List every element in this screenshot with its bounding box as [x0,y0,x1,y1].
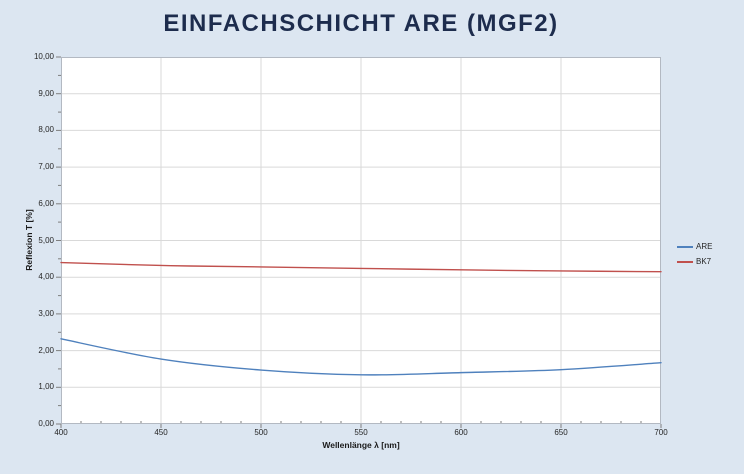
plot-area [56,56,662,428]
y-tick-label: 6,00 [38,198,54,208]
chart-title: EINFACHSCHICHT ARE (MGF2) [163,10,559,37]
x-axis-title: Wellenlänge λ [nm] [322,440,400,450]
x-tick-label: 400 [54,428,68,437]
x-tick-label: 700 [654,428,668,437]
x-tick-label: 550 [354,428,368,437]
x-tick-label: 450 [154,428,168,437]
y-tick-label: 5,00 [38,235,54,245]
series-line-are [60,338,662,376]
y-tick-label: 9,00 [38,88,54,98]
are-series-swatch [677,245,693,248]
y-tick-label: 4,00 [38,272,54,282]
legend-label-are: ARE [696,241,713,251]
legend-item-are: ARE [677,239,712,254]
y-tick-label: 8,00 [38,125,54,135]
x-tick-label: 500 [254,428,268,437]
x-tick-label: 650 [554,428,568,437]
plot-border [61,57,661,424]
y-axis-title: Reflexion T [%] [24,209,34,271]
bk7-series-swatch [677,260,693,263]
y-tick-label: 0,00 [38,419,54,428]
y-tick-label: 7,00 [38,162,54,172]
x-tick-label: 600 [454,428,468,437]
series-line-bk7 [60,261,662,273]
y-tick-label: 3,00 [38,308,54,318]
legend: ARE BK7 [677,239,712,269]
legend-label-bk7: BK7 [696,256,712,266]
legend-item-bk7: BK7 [677,254,712,269]
plot-svg [56,56,662,428]
y-tick-label: 1,00 [38,382,54,392]
y-tick-label: 2,00 [38,345,54,355]
y-tick-label: 10,00 [33,52,54,61]
